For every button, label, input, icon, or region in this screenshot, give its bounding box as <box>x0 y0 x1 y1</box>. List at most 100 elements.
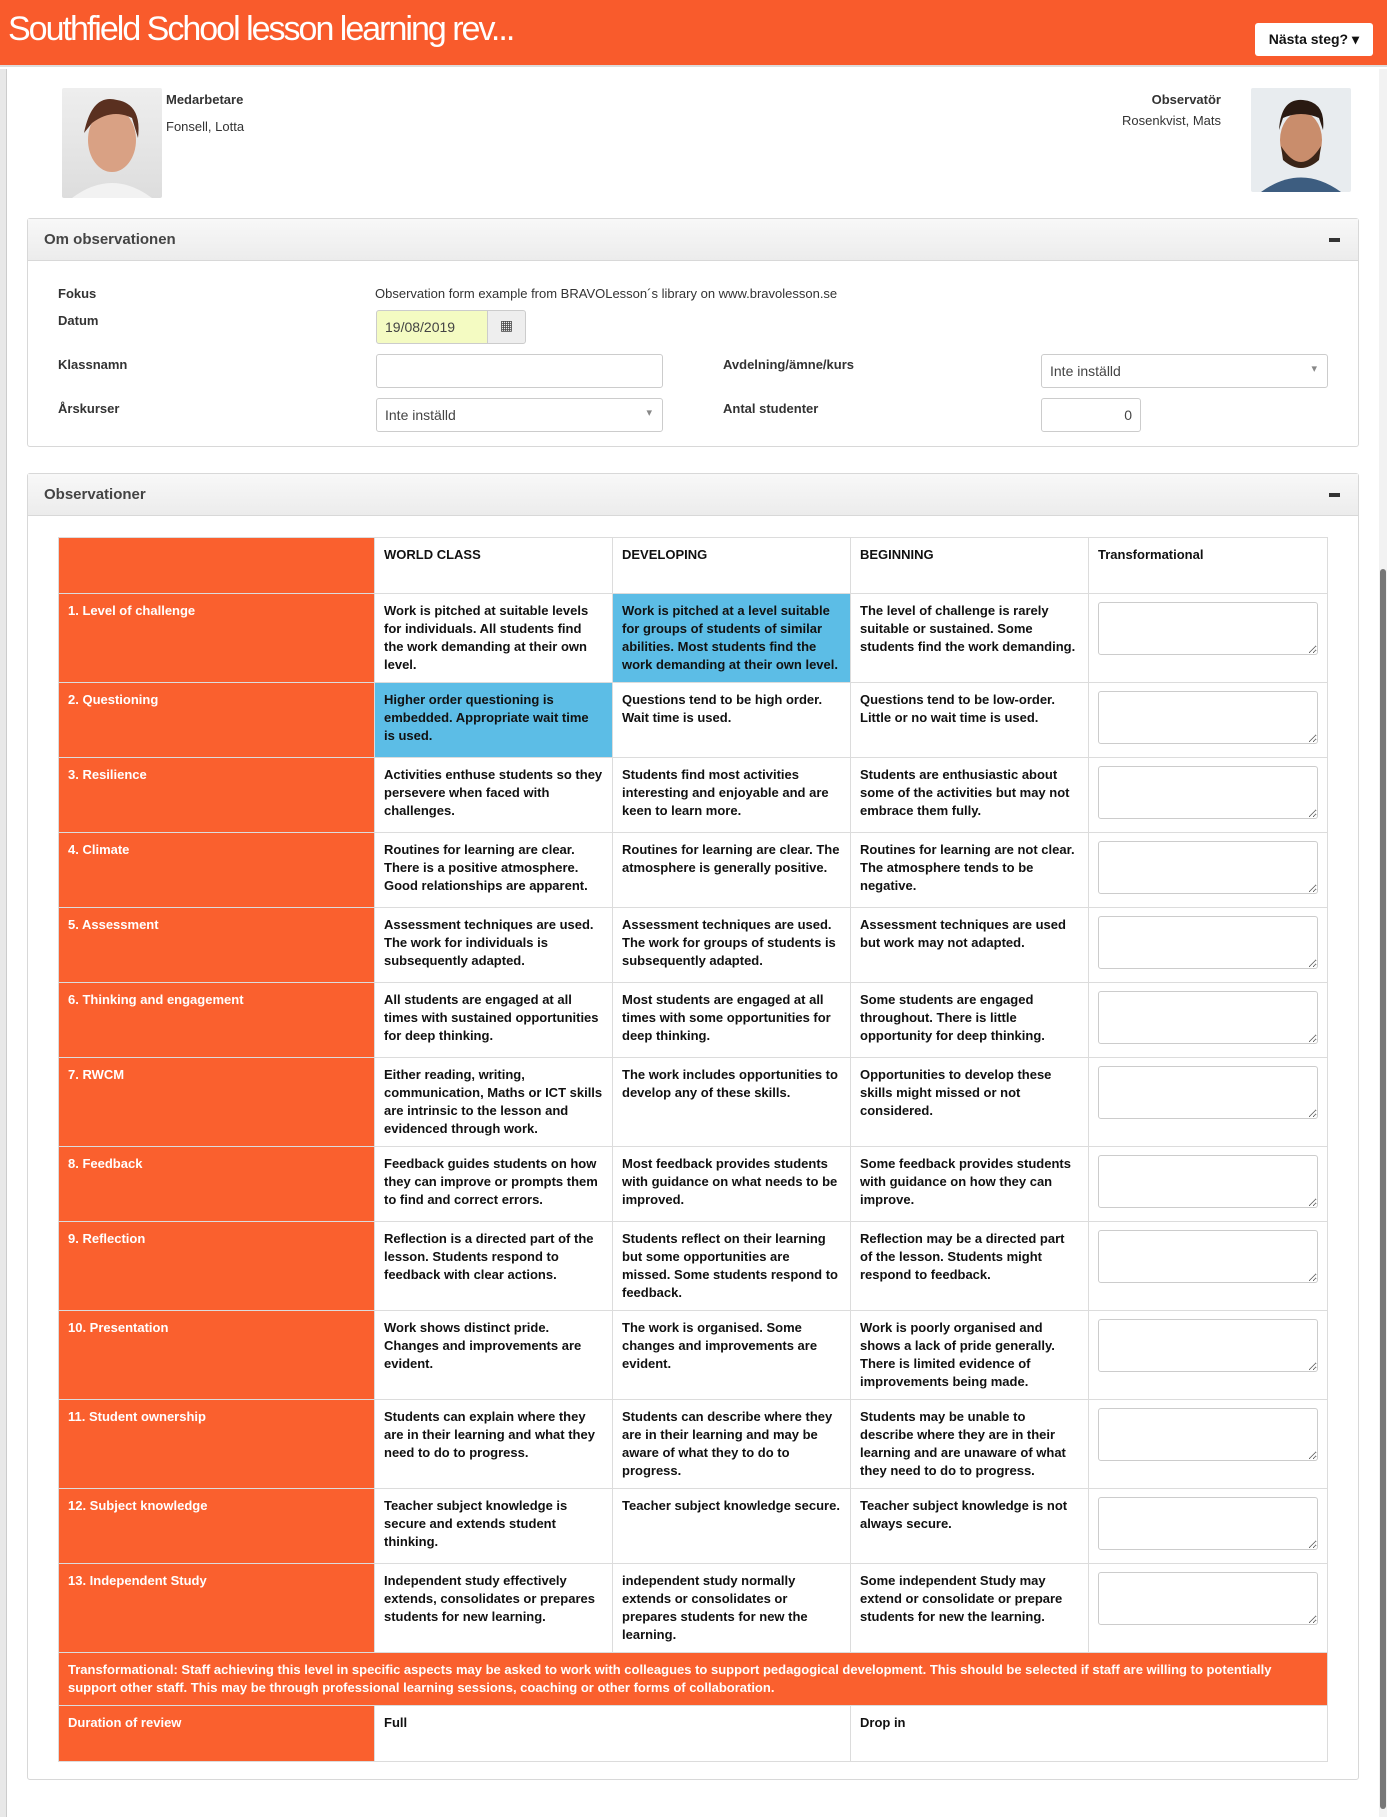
rubric-cell[interactable]: Routines for learning are clear. The atm… <box>612 832 851 908</box>
rubric-row: 7. RWCM Either reading, writing, communic… <box>58 1057 1328 1147</box>
criterion-label: 4. Climate <box>58 832 375 908</box>
rubric-row: 6. Thinking and engagement All students a… <box>58 982 1328 1058</box>
duration-option-full[interactable]: Full <box>374 1705 851 1762</box>
rubric-cell[interactable]: Some students are engaged throughout. Th… <box>850 982 1089 1058</box>
rubric-cell[interactable]: Reflection may be a directed part of the… <box>850 1221 1089 1311</box>
scrollbar[interactable] <box>1379 69 1387 1817</box>
rubric-cell[interactable]: Most feedback provides students with gui… <box>612 1146 851 1222</box>
scrollbar-thumb[interactable] <box>1380 569 1386 1809</box>
rubric-cell[interactable]: Work is poorly organised and shows a lac… <box>850 1310 1089 1400</box>
datum-input[interactable]: 19/08/2019 <box>376 310 488 344</box>
antal-input[interactable]: 0 <box>1041 398 1141 432</box>
rubric-cell[interactable]: Students find most activities interestin… <box>612 757 851 833</box>
transformational-textarea[interactable] <box>1098 1408 1318 1461</box>
avdelning-select[interactable]: Inte inställd <box>1041 354 1328 388</box>
rubric-cell[interactable]: Work is pitched at a level suitable for … <box>612 593 851 683</box>
criterion-label: 7. RWCM <box>58 1057 375 1147</box>
criterion-label: 6. Thinking and engagement <box>58 982 375 1058</box>
criterion-label: 8. Feedback <box>58 1146 375 1222</box>
rubric-cell[interactable]: Assessment techniques are used but work … <box>850 907 1089 983</box>
rubric-row: 3. Resilience Activities enthuse students… <box>58 757 1328 833</box>
rubric-cell[interactable]: Reflection is a directed part of the les… <box>374 1221 613 1311</box>
duration-option-drop-in[interactable]: Drop in <box>850 1705 1328 1762</box>
rubric-cell[interactable]: Students can explain where they are in t… <box>374 1399 613 1489</box>
arskurser-select[interactable]: Inte inställd <box>376 398 663 432</box>
rubric-cell[interactable]: Feedback guides students on how they can… <box>374 1146 613 1222</box>
rubric-cell[interactable]: independent study normally extends or co… <box>612 1563 851 1653</box>
rubric-cell[interactable]: Questions tend to be high order. Wait ti… <box>612 682 851 758</box>
rubric-row: 10. Presentation Work shows distinct prid… <box>58 1310 1328 1400</box>
transformational-cell <box>1088 593 1328 683</box>
rubric-cell[interactable]: Some feedback provides students with gui… <box>850 1146 1089 1222</box>
header-beginning: BEGINNING <box>850 537 1089 594</box>
transformational-textarea[interactable] <box>1098 766 1318 819</box>
transformational-textarea[interactable] <box>1098 1155 1318 1208</box>
rubric-cell[interactable]: Assessment techniques are used. The work… <box>374 907 613 983</box>
collapse-icon[interactable] <box>1329 493 1340 497</box>
transformational-cell <box>1088 1563 1328 1653</box>
transformational-cell <box>1088 1057 1328 1147</box>
rubric-cell[interactable]: The level of challenge is rarely suitabl… <box>850 593 1089 683</box>
page-title: Southfield School lesson learning rev... <box>8 10 515 48</box>
transformational-textarea[interactable] <box>1098 602 1318 655</box>
rubric-row: 5. Assessment Assessment techniques are u… <box>58 907 1328 983</box>
rubric-cell[interactable]: Higher order questioning is embedded. Ap… <box>374 682 613 758</box>
rubric-cell[interactable]: The work includes opportunities to devel… <box>612 1057 851 1147</box>
rubric-cell[interactable]: Teacher subject knowledge secure. <box>612 1488 851 1564</box>
transformational-textarea[interactable] <box>1098 1066 1318 1119</box>
rubric-cell[interactable]: Opportunities to develop these skills mi… <box>850 1057 1089 1147</box>
rubric-cell[interactable]: Routines for learning are not clear. The… <box>850 832 1089 908</box>
header-world-class: WORLD CLASS <box>374 537 613 594</box>
left-edge <box>0 69 7 1817</box>
criterion-label: 13. Independent Study <box>58 1563 375 1653</box>
rubric-row: 2. Questioning Higher order questioning i… <box>58 682 1328 758</box>
rubric-cell[interactable]: Questions tend to be low-order. Little o… <box>850 682 1089 758</box>
transformational-textarea[interactable] <box>1098 1572 1318 1625</box>
transformational-cell <box>1088 1310 1328 1400</box>
collapse-icon[interactable] <box>1329 238 1340 242</box>
employee-avatar <box>62 88 162 198</box>
employee-label: Medarbetare <box>166 92 244 107</box>
fokus-value: Observation form example from BRAVOLesso… <box>375 286 838 301</box>
transformational-cell <box>1088 1221 1328 1311</box>
rubric-cell[interactable]: Assessment techniques are used. The work… <box>612 907 851 983</box>
rubric-cell[interactable]: Students may be unable to describe where… <box>850 1399 1089 1489</box>
observer-name: Rosenkvist, Mats <box>1122 113 1221 128</box>
rubric-cell[interactable]: The work is organised. Some changes and … <box>612 1310 851 1400</box>
rubric-cell[interactable]: Activities enthuse students so they pers… <box>374 757 613 833</box>
rubric-row: 9. Reflection Reflection is a directed pa… <box>58 1221 1328 1311</box>
rubric-cell[interactable]: Students are enthusiastic about some of … <box>850 757 1089 833</box>
rubric-cell[interactable]: Some independent Study may extend or con… <box>850 1563 1089 1653</box>
klassnamn-input[interactable] <box>376 354 663 388</box>
rubric-cell[interactable]: All students are engaged at all times wi… <box>374 982 613 1058</box>
rubric-cell[interactable]: Teacher subject knowledge is not always … <box>850 1488 1089 1564</box>
transformational-cell <box>1088 982 1328 1058</box>
transformational-textarea[interactable] <box>1098 1230 1318 1283</box>
klassnamn-label: Klassnamn <box>58 357 128 372</box>
fokus-label: Fokus <box>58 286 97 301</box>
transformational-textarea[interactable] <box>1098 991 1318 1044</box>
duration-label: Duration of review <box>58 1705 375 1762</box>
about-panel-header[interactable]: Om observationen <box>28 219 1358 261</box>
rubric-cell[interactable]: Routines for learning are clear. There i… <box>374 832 613 908</box>
rubric-row: 13. Independent Study Independent study e… <box>58 1563 1328 1653</box>
rubric-cell[interactable]: Work is pitched at suitable levels for i… <box>374 593 613 683</box>
calendar-icon[interactable]: ▦ <box>487 310 526 344</box>
observations-panel-header[interactable]: Observationer <box>28 474 1358 516</box>
next-step-dropdown[interactable]: Nästa steg? ▾ <box>1254 23 1373 56</box>
rubric-cell[interactable]: Most students are engaged at all times w… <box>612 982 851 1058</box>
rubric-cell[interactable]: Work shows distinct pride. Changes and i… <box>374 1310 613 1400</box>
rubric-cell[interactable]: Either reading, writing, communication, … <box>374 1057 613 1147</box>
rubric-cell[interactable]: Independent study effectively extends, c… <box>374 1563 613 1653</box>
rubric-cell[interactable]: Students reflect on their learning but s… <box>612 1221 851 1311</box>
antal-label: Antal studenter <box>723 401 819 416</box>
transformational-textarea[interactable] <box>1098 1319 1318 1372</box>
transformational-textarea[interactable] <box>1098 691 1318 744</box>
rubric-cell[interactable]: Students can describe where they are in … <box>612 1399 851 1489</box>
rubric-row: 1. Level of challenge Work is pitched at … <box>58 593 1328 683</box>
transformational-textarea[interactable] <box>1098 1497 1318 1550</box>
transformational-textarea[interactable] <box>1098 916 1318 969</box>
rubric-cell[interactable]: Teacher subject knowledge is secure and … <box>374 1488 613 1564</box>
transformational-textarea[interactable] <box>1098 841 1318 894</box>
arskurser-label: Årskurser <box>58 401 120 416</box>
